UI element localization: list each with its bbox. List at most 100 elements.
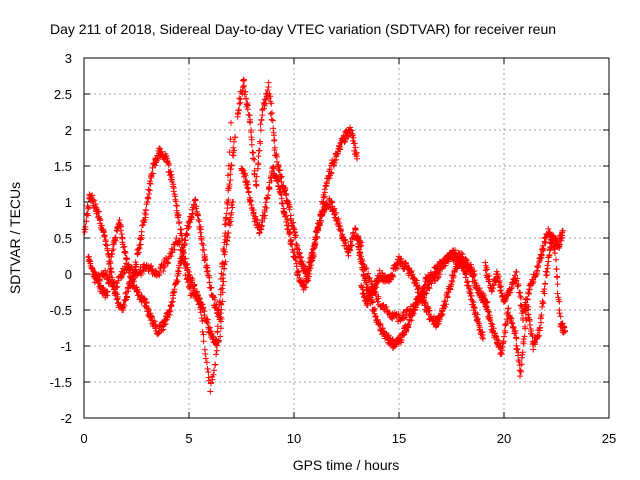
- series-track-4: [234, 76, 360, 280]
- data-point: [262, 203, 269, 210]
- data-point: [270, 165, 277, 172]
- data-point: [293, 263, 300, 270]
- data-point: [471, 303, 478, 310]
- data-point: [274, 177, 281, 184]
- data-point: [135, 289, 142, 296]
- y-tick-label: -0.5: [50, 303, 72, 318]
- data-point: [84, 212, 91, 219]
- data-point: [442, 303, 449, 310]
- y-tick-label: -2: [60, 411, 72, 426]
- data-point: [489, 321, 496, 328]
- data-point: [114, 283, 121, 290]
- data-point: [197, 229, 204, 236]
- data-point: [109, 250, 116, 257]
- data-point: [512, 330, 519, 337]
- data-point: [281, 208, 288, 215]
- data-point: [227, 222, 234, 229]
- data-point: [251, 156, 258, 163]
- data-point: [363, 264, 370, 271]
- data-point: [502, 322, 509, 329]
- data-point: [295, 268, 302, 275]
- data-point: [271, 144, 278, 151]
- data-point: [136, 235, 143, 242]
- data-point: [467, 290, 474, 297]
- data-point: [292, 232, 299, 239]
- data-point: [242, 95, 249, 102]
- data-point: [524, 296, 531, 303]
- data-point: [486, 278, 493, 285]
- data-point: [306, 270, 313, 277]
- data-point: [271, 136, 278, 143]
- data-point: [451, 269, 458, 276]
- data-point: [182, 272, 189, 279]
- data-point: [458, 250, 465, 257]
- data-point: [484, 266, 491, 273]
- data-point: [498, 351, 505, 358]
- data-point: [185, 225, 192, 232]
- data-point: [468, 292, 475, 299]
- data-point: [245, 188, 252, 195]
- data-point: [400, 332, 407, 339]
- data-point: [474, 318, 481, 325]
- data-point: [244, 184, 251, 191]
- data-point: [201, 308, 208, 315]
- data-point: [200, 246, 207, 253]
- data-point: [160, 268, 167, 275]
- data-point: [377, 320, 384, 327]
- data-point: [120, 244, 127, 251]
- data-point: [116, 217, 123, 224]
- data-point: [225, 162, 232, 169]
- data-point: [320, 194, 327, 201]
- data-point: [536, 332, 543, 339]
- data-point: [144, 199, 151, 206]
- data-point: [167, 168, 174, 175]
- data-point: [202, 256, 209, 263]
- data-point: [476, 285, 483, 292]
- data-point: [194, 294, 201, 301]
- data-point: [200, 338, 207, 345]
- data-point: [253, 182, 260, 189]
- data-point: [212, 361, 219, 368]
- data-point: [213, 351, 220, 358]
- data-point: [398, 258, 405, 265]
- data-point: [104, 288, 111, 295]
- data-point: [194, 297, 201, 304]
- data-point: [511, 330, 518, 337]
- y-tick-label: 2: [65, 123, 72, 138]
- data-point: [526, 286, 533, 293]
- data-point: [339, 231, 346, 238]
- data-point: [123, 293, 130, 300]
- data-point: [435, 274, 442, 281]
- data-point: [100, 229, 107, 236]
- data-point: [173, 235, 180, 242]
- data-point: [408, 271, 415, 278]
- data-point: [240, 167, 247, 174]
- data-point: [486, 309, 493, 316]
- data-point: [156, 145, 163, 152]
- data-point: [405, 321, 412, 328]
- data-point: [197, 309, 204, 316]
- data-point: [166, 307, 173, 314]
- data-point: [395, 310, 402, 317]
- data-point: [538, 252, 545, 259]
- data-point: [174, 278, 181, 285]
- data-point: [399, 315, 406, 322]
- data-point: [256, 229, 263, 236]
- data-point: [196, 218, 203, 225]
- data-point: [467, 265, 474, 272]
- data-point: [152, 162, 159, 169]
- data-point: [357, 249, 364, 256]
- data-point: [538, 251, 545, 258]
- data-point: [540, 299, 547, 306]
- data-point: [218, 306, 225, 313]
- y-tick-label: -1: [60, 339, 72, 354]
- data-point: [559, 227, 566, 234]
- data-point: [471, 271, 478, 277]
- data-point: [440, 305, 447, 312]
- data-point: [248, 136, 255, 143]
- data-point: [530, 279, 537, 286]
- data-point: [464, 259, 471, 266]
- data-point: [556, 298, 563, 305]
- data-point: [285, 231, 292, 238]
- data-point: [141, 295, 148, 302]
